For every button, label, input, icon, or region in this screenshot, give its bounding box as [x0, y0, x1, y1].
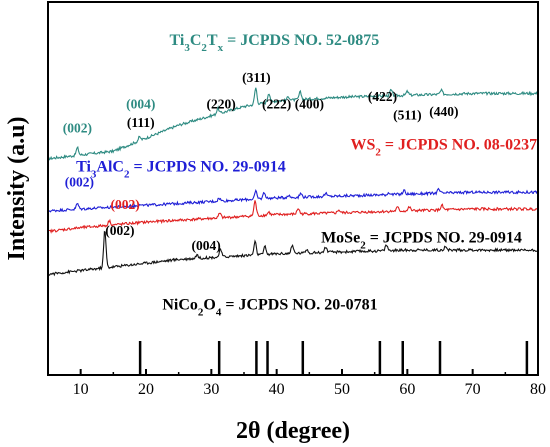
plot-area: [47, 87, 539, 375]
peak-label: (440): [429, 104, 458, 119]
annotation-mose2: MoSe2 = JCPDS NO. 29-0914: [321, 230, 522, 252]
peak-label: (111): [127, 115, 155, 130]
peak-label: (511): [393, 107, 422, 122]
x-tick-label: 30: [203, 381, 219, 398]
annotation-nico2o4: NiCo2O4 = JCPDS NO. 20-0781: [162, 297, 377, 319]
peak-label: (220): [207, 96, 236, 111]
x-tick-label: 20: [138, 381, 154, 398]
peak-label: (422): [368, 89, 397, 104]
peak-label: (400): [295, 96, 324, 111]
peak-label: (002): [63, 121, 92, 136]
label-layer: (002) (004) (111) (220) (311) (222) (400) (422)…: [63, 32, 537, 319]
x-tick-label: 70: [465, 381, 481, 398]
series-line-ti3alc2: [47, 187, 539, 213]
x-axis: 10 20 30 40 50 60 70 80: [47, 369, 546, 398]
series-line-ws2: [47, 200, 539, 234]
x-tick-label: 50: [334, 381, 350, 398]
peak-label: (222): [262, 96, 291, 111]
series-line-ti3c2tx: [47, 87, 539, 161]
x-axis-title: 2θ (degree): [236, 418, 350, 444]
plot-frame: [47, 1, 539, 376]
peak-label: (311): [242, 70, 271, 85]
annotation-ti3alc2: Ti3AlC2 = JCPDS NO. 29-0914: [76, 159, 286, 181]
x-tick-label: 60: [399, 381, 415, 398]
annotation-ti3c2tx: Ti3C2Tx = JCPDS NO. 52-0875: [170, 32, 380, 54]
y-axis-title: Intensity (a.u): [4, 116, 30, 260]
annotation-ws2: WS2 = JCPDS NO. 08-0237: [350, 136, 537, 158]
x-tick-label: 10: [73, 381, 89, 398]
peak-label: (004): [126, 96, 155, 111]
peak-label: (004): [191, 238, 220, 253]
peak-label: (002): [110, 197, 139, 212]
x-tick-label: 40: [269, 381, 285, 398]
x-tick-label: 80: [530, 381, 546, 398]
peak-label: (002): [105, 223, 134, 238]
series-line-mose2: [47, 230, 539, 277]
peak-label: (002): [65, 175, 94, 190]
